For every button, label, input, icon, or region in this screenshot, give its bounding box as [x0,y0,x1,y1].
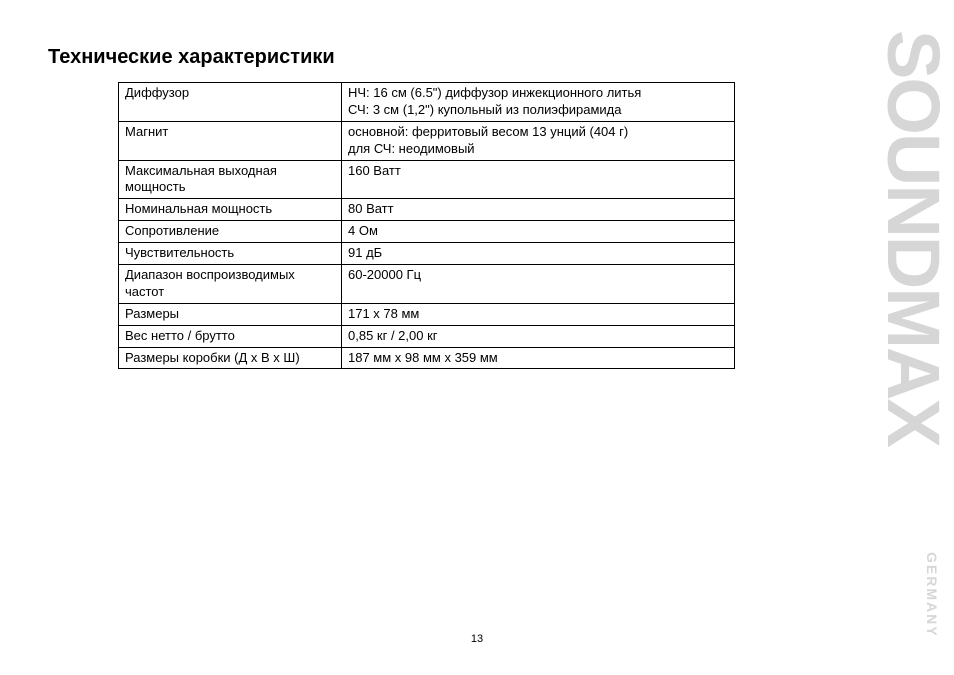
table-row: Размеры коробки (Д х В х Ш)187 мм х 98 м… [119,347,735,369]
table-row: Максимальная выходная мощность160 Ватт [119,160,735,199]
spec-value: 187 мм х 98 мм х 359 мм [342,347,735,369]
brand-sub-text: GERMANY [924,552,940,638]
document-page: Технические характеристики ДиффузорНЧ: 1… [0,0,954,675]
brand-watermark: SOUNDMAX GERMANY [856,30,946,650]
brand-main-text: SOUNDMAX [879,30,946,446]
spec-label: Магнит [119,121,342,160]
table-row: ДиффузорНЧ: 16 см (6.5") диффузор инжекц… [119,83,735,122]
page-title: Технические характеристики [48,46,335,69]
page-number: 13 [0,633,954,645]
spec-label: Максимальная выходная мощность [119,160,342,199]
spec-value: 0,85 кг / 2,00 кг [342,325,735,347]
table-row: Размеры171 х 78 мм [119,303,735,325]
spec-label: Диффузор [119,83,342,122]
spec-label: Размеры коробки (Д х В х Ш) [119,347,342,369]
spec-label: Сопротивление [119,221,342,243]
spec-value: 60-20000 Гц [342,265,735,304]
spec-label: Номинальная мощность [119,199,342,221]
table-row: Чувствительность91 дБ [119,243,735,265]
table-row: Номинальная мощность80 Ватт [119,199,735,221]
spec-label: Размеры [119,303,342,325]
specifications-table: ДиффузорНЧ: 16 см (6.5") диффузор инжекц… [118,82,735,369]
table-row: Сопротивление4 Ом [119,221,735,243]
table-row: Магнитосновной: ферритовый весом 13 унци… [119,121,735,160]
spec-value: основной: ферритовый весом 13 унций (404… [342,121,735,160]
spec-table-body: ДиффузорНЧ: 16 см (6.5") диффузор инжекц… [119,83,735,369]
spec-label: Вес нетто / брутто [119,325,342,347]
spec-value: НЧ: 16 см (6.5") диффузор инжекционного … [342,83,735,122]
spec-value: 91 дБ [342,243,735,265]
table-row: Диапазон воспроизводимых частот60-20000 … [119,265,735,304]
spec-label: Чувствительность [119,243,342,265]
table-row: Вес нетто / брутто0,85 кг / 2,00 кг [119,325,735,347]
spec-value: 4 Ом [342,221,735,243]
spec-label: Диапазон воспроизводимых частот [119,265,342,304]
spec-value: 80 Ватт [342,199,735,221]
spec-value: 171 х 78 мм [342,303,735,325]
spec-value: 160 Ватт [342,160,735,199]
